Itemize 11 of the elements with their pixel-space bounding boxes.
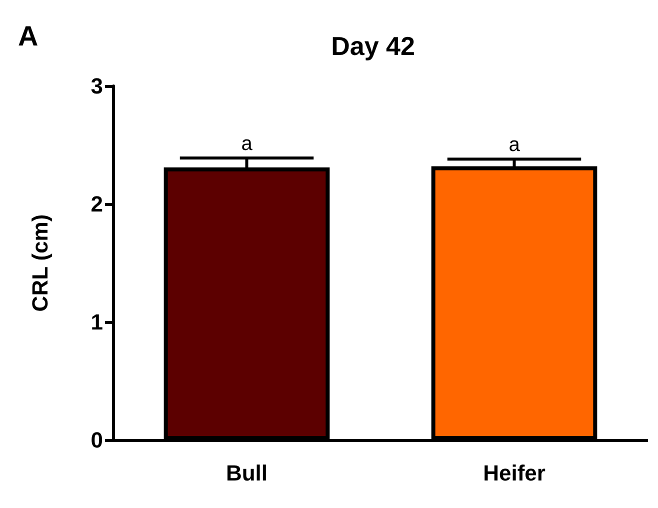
- y-tick-label: 2: [90, 192, 103, 216]
- annotation: a: [508, 134, 521, 156]
- y-axis-title: CRL (cm): [28, 214, 52, 312]
- y-tick-label: 0: [90, 428, 103, 452]
- x-tick-label: Heifer: [483, 460, 546, 486]
- y-tick-label: 3: [90, 74, 103, 98]
- chart-title: Day 42: [331, 31, 415, 61]
- annotation: a: [241, 132, 254, 155]
- text: A: [18, 20, 38, 52]
- y-tick-label: 1: [90, 310, 103, 334]
- x-tick-label: Bull: [226, 460, 268, 486]
